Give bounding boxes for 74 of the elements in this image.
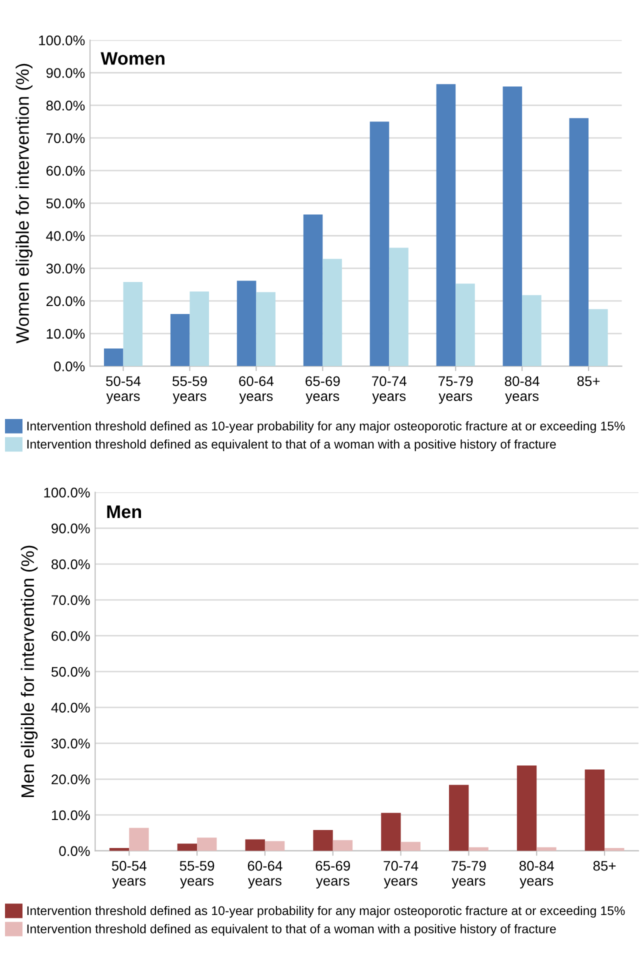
- y-tick-label: 70.0%: [46, 133, 85, 144]
- y-tick-label: 0.0%: [59, 846, 90, 856]
- y-tick-label: 10.0%: [46, 328, 85, 339]
- x-tick-label: 80-84 years: [519, 860, 554, 888]
- y-tick-label: 70.0%: [52, 595, 90, 606]
- x-tick-label: 85+: [577, 376, 600, 386]
- bar: [129, 828, 149, 851]
- y-tick-label: 40.0%: [51, 702, 90, 713]
- x-tick-label: 85+: [593, 860, 616, 871]
- bar: [104, 348, 124, 366]
- bar: [197, 838, 217, 851]
- y-tick-label: 90.0%: [46, 68, 85, 78]
- bar: [588, 309, 608, 366]
- x-tick-label: 70-74 years: [372, 376, 406, 404]
- bar: [313, 830, 333, 851]
- bar: [389, 248, 408, 366]
- y-tick-label: 30.0%: [51, 738, 90, 748]
- bar: [370, 122, 390, 366]
- bar: [264, 841, 285, 851]
- y-tick-label: 60.0%: [52, 631, 90, 641]
- x-tick-label: 65-69 years: [306, 376, 340, 404]
- bar: [522, 295, 542, 366]
- y-tick-label: 50.0%: [46, 198, 85, 208]
- bar: [400, 842, 420, 851]
- bar: [303, 214, 323, 366]
- bar: [569, 118, 589, 366]
- x-tick-label: 65-69 years: [316, 860, 350, 888]
- bar: [236, 280, 256, 366]
- y-tick-label: 100.0%: [39, 35, 85, 46]
- bar: [256, 292, 276, 366]
- y-tick-label: 30.0%: [46, 264, 85, 274]
- y-tick-label: 10.0%: [52, 810, 90, 820]
- bar: [332, 840, 353, 851]
- y-tick-label: 20.0%: [52, 774, 90, 784]
- y-tick-label: 20.0%: [46, 296, 85, 306]
- y-axis-title: Men eligible for intervention (%): [20, 546, 38, 798]
- x-tick-label: 80-84 years: [504, 376, 540, 404]
- bar: [449, 784, 469, 851]
- bar: [245, 839, 265, 851]
- x-tick-label: 50-54 years: [106, 376, 141, 404]
- y-tick-label: 90.0%: [52, 524, 90, 534]
- x-tick-label: 70-74 years: [384, 860, 418, 888]
- bar: [456, 284, 475, 366]
- bar: [516, 766, 537, 851]
- x-tick-label: 55-59 years: [180, 860, 214, 888]
- legend-label: Intervention threshold defined as equivalent to that of a woman with a positive history of fracture: [27, 924, 556, 936]
- y-tick-label: 0.0%: [54, 361, 85, 372]
- legend-label: Intervention threshold defined as 10-year probability for any major osteoporotic fracture at or exceeding 15%: [27, 906, 625, 918]
- bar: [502, 86, 522, 366]
- x-tick-label: 55-59 years: [172, 376, 207, 404]
- x-tick-label: 50-54 years: [112, 860, 146, 888]
- x-tick-label: 75-79 years: [452, 860, 486, 888]
- text: Men: [107, 506, 142, 518]
- y-axis-title: Women eligible for intervention (%): [16, 64, 32, 344]
- text: Women: [100, 52, 164, 65]
- bar: [436, 84, 456, 366]
- bar: [123, 282, 143, 366]
- x-tick-label: 60-64 years: [248, 860, 282, 888]
- bar: [170, 314, 190, 366]
- bar: [322, 258, 342, 366]
- y-tick-label: 40.0%: [46, 231, 85, 241]
- x-tick-label: 75-79 years: [438, 376, 473, 404]
- legend-label: Intervention threshold defined as 10-year probability for any major osteoporotic fracture at or exceeding 15%: [27, 421, 625, 433]
- y-tick-label: 50.0%: [51, 666, 90, 677]
- y-tick-label: 100.0%: [44, 488, 90, 498]
- x-tick-label: 60-64 years: [239, 376, 274, 404]
- bar: [190, 291, 209, 366]
- legend-label: Intervention threshold defined as equivalent to that of a woman with a positive history of fracture: [27, 439, 556, 452]
- bar: [381, 812, 401, 851]
- y-tick-label: 80.0%: [52, 559, 90, 570]
- y-tick-label: 60.0%: [46, 166, 85, 176]
- y-tick-label: 80.0%: [46, 100, 85, 111]
- bar: [177, 844, 198, 851]
- bar: [584, 769, 605, 851]
